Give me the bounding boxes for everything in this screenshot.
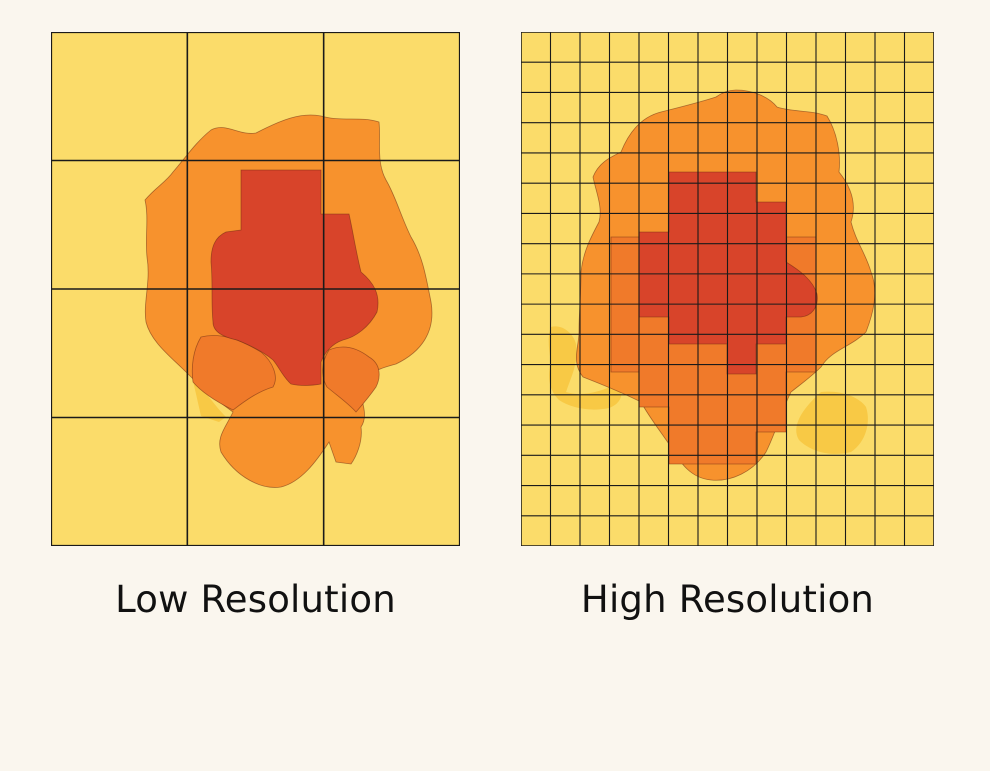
high-res-pale-blob-left bbox=[548, 326, 622, 410]
high-resolution-caption: High Resolution bbox=[580, 578, 875, 621]
low-res-grid-lines bbox=[51, 32, 460, 546]
high-res-pale-blob-right bbox=[796, 391, 868, 454]
high-res-grid-lines bbox=[521, 32, 934, 546]
low-resolution-panel bbox=[51, 32, 460, 546]
low-resolution-grid bbox=[51, 32, 460, 546]
low-resolution-caption: Low Resolution bbox=[115, 578, 396, 621]
high-resolution-panel bbox=[521, 32, 934, 546]
high-resolution-grid bbox=[521, 32, 934, 546]
low-res-pale-blob bbox=[191, 372, 226, 422]
low-res-mid-lobe-right bbox=[322, 346, 380, 413]
low-res-core-region bbox=[210, 169, 379, 386]
